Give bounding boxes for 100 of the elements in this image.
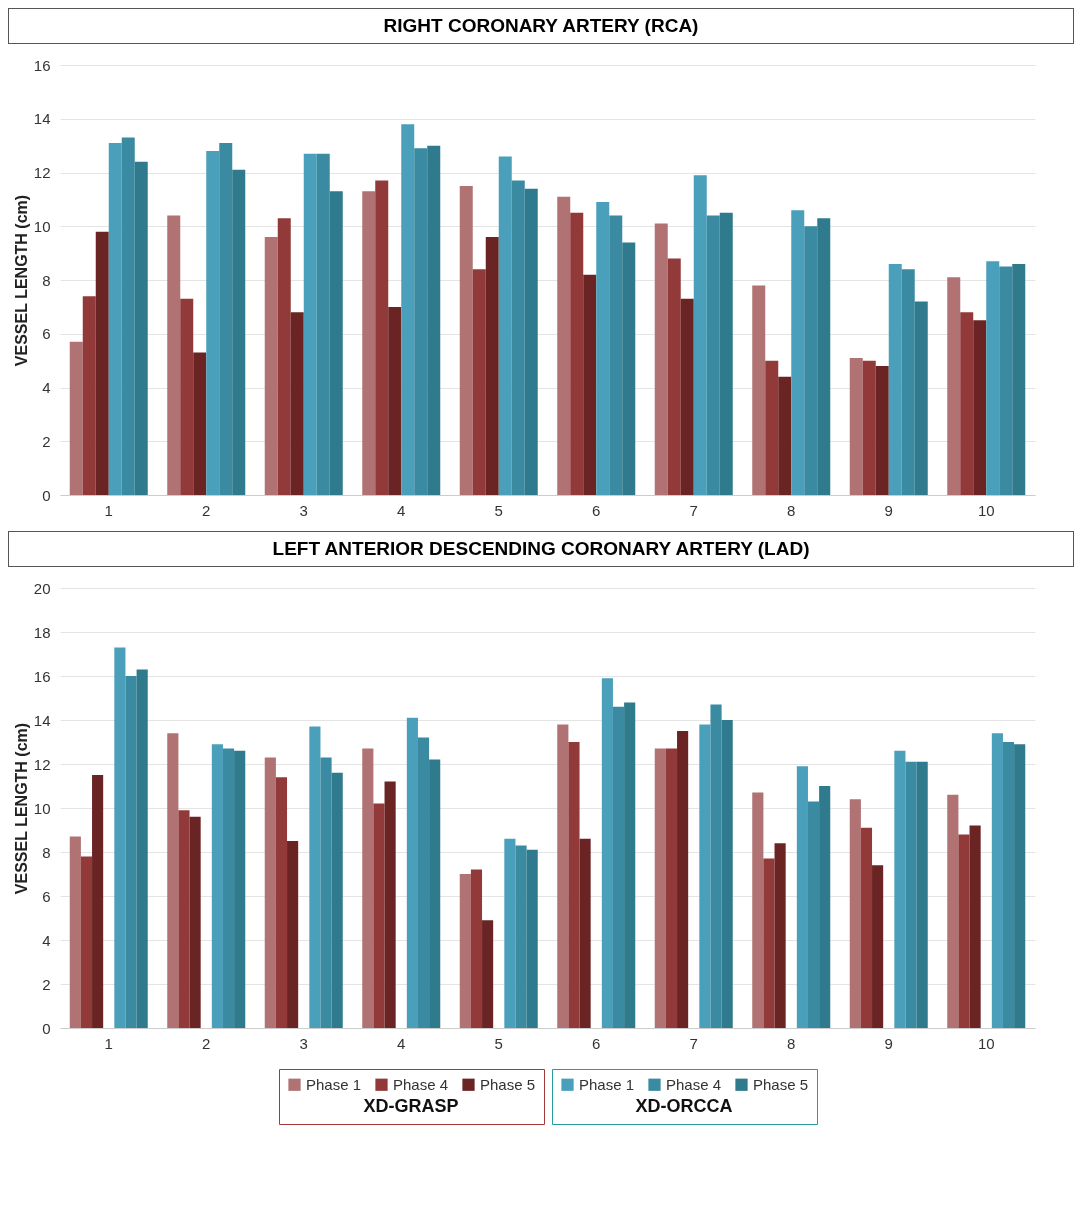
bar xyxy=(860,827,873,1028)
y-tick-label: 8 xyxy=(42,271,51,289)
y-tick-label: 10 xyxy=(33,217,51,235)
y-tick-label: 20 xyxy=(33,579,51,597)
bar xyxy=(999,266,1013,495)
bar xyxy=(1014,744,1026,1028)
bar xyxy=(264,757,276,1028)
chart-title: RIGHT CORONARY ARTERY (RCA) xyxy=(8,8,1074,44)
bar xyxy=(710,704,722,1028)
y-tick-label: 16 xyxy=(33,667,51,685)
chart-title: LEFT ANTERIOR DESCENDING CORONARY ARTERY (LAD) xyxy=(8,531,1074,567)
bar xyxy=(774,843,786,1028)
bar xyxy=(95,231,109,495)
bar xyxy=(388,306,402,495)
x-tick-label: 4 xyxy=(397,1034,406,1052)
bar xyxy=(721,720,733,1028)
bar xyxy=(320,757,332,1028)
legend-label: Phase 5 xyxy=(753,1075,809,1093)
x-tick-label: 3 xyxy=(299,501,308,519)
x-tick-label: 7 xyxy=(689,1034,698,1052)
bar xyxy=(622,242,636,495)
bar xyxy=(969,825,981,1028)
legend-label: Phase 4 xyxy=(666,1075,722,1093)
bar xyxy=(167,215,181,495)
bar xyxy=(82,296,96,495)
bar xyxy=(303,153,317,495)
y-tick-label: 4 xyxy=(42,931,51,949)
bar xyxy=(612,706,625,1028)
x-tick-label: 8 xyxy=(787,501,796,519)
bar xyxy=(991,733,1003,1028)
bar xyxy=(485,237,499,495)
bar xyxy=(414,148,428,495)
bar xyxy=(677,731,689,1028)
bar xyxy=(309,726,321,1028)
bar xyxy=(69,836,81,1028)
legend-label: Phase 1 xyxy=(579,1075,635,1093)
bar xyxy=(654,748,666,1028)
bar xyxy=(719,212,733,495)
bar xyxy=(482,920,494,1028)
bar xyxy=(791,210,805,495)
bar xyxy=(511,180,525,495)
legend-label: Phase 5 xyxy=(480,1075,536,1093)
bar xyxy=(384,781,396,1028)
bar xyxy=(706,215,720,495)
bar xyxy=(232,169,246,495)
bar xyxy=(986,261,1000,495)
bar xyxy=(167,733,179,1028)
bar xyxy=(206,151,220,495)
y-tick-label: 10 xyxy=(33,799,51,817)
bar xyxy=(817,218,831,495)
bar xyxy=(947,277,961,495)
bar xyxy=(778,376,792,495)
bar xyxy=(459,185,473,495)
x-tick-label: 10 xyxy=(977,1034,995,1052)
bar xyxy=(849,357,863,495)
y-tick-label: 16 xyxy=(33,56,51,74)
bar xyxy=(568,742,580,1028)
bar xyxy=(807,801,820,1028)
x-tick-label: 1 xyxy=(104,501,113,519)
legend-label: Phase 1 xyxy=(306,1075,362,1093)
bar xyxy=(219,142,233,495)
legend-label: Phase 4 xyxy=(393,1075,449,1093)
bar xyxy=(667,258,681,495)
bar xyxy=(470,869,483,1028)
x-tick-label: 5 xyxy=(494,501,503,519)
bar xyxy=(69,341,83,495)
bar xyxy=(583,274,597,495)
y-tick-label: 12 xyxy=(33,164,51,181)
bar xyxy=(601,678,613,1028)
x-tick-label: 2 xyxy=(202,501,211,519)
bar xyxy=(804,226,818,495)
bar xyxy=(947,794,959,1028)
bar xyxy=(498,156,512,495)
bar xyxy=(114,647,126,1028)
y-tick-label: 0 xyxy=(42,486,51,504)
bar xyxy=(189,816,201,1028)
bar xyxy=(905,761,917,1028)
bar xyxy=(331,772,343,1028)
x-tick-label: 1 xyxy=(104,1034,113,1052)
bar xyxy=(875,366,889,495)
bar xyxy=(290,312,304,495)
bar xyxy=(526,849,538,1028)
bar xyxy=(665,748,678,1028)
bar xyxy=(429,759,441,1028)
bar xyxy=(180,298,194,495)
y-tick-label: 18 xyxy=(33,623,51,641)
y-tick-label: 4 xyxy=(42,379,51,396)
bar xyxy=(316,153,330,495)
x-tick-label: 2 xyxy=(202,1034,211,1052)
x-tick-label: 9 xyxy=(884,501,893,519)
bar xyxy=(916,761,928,1028)
bar xyxy=(80,856,93,1028)
bar xyxy=(121,137,135,495)
bar xyxy=(373,803,385,1028)
bar xyxy=(234,750,246,1028)
bar xyxy=(579,838,591,1028)
bar xyxy=(557,196,571,495)
bar xyxy=(524,188,538,495)
bar xyxy=(596,202,610,495)
bar xyxy=(329,191,343,495)
